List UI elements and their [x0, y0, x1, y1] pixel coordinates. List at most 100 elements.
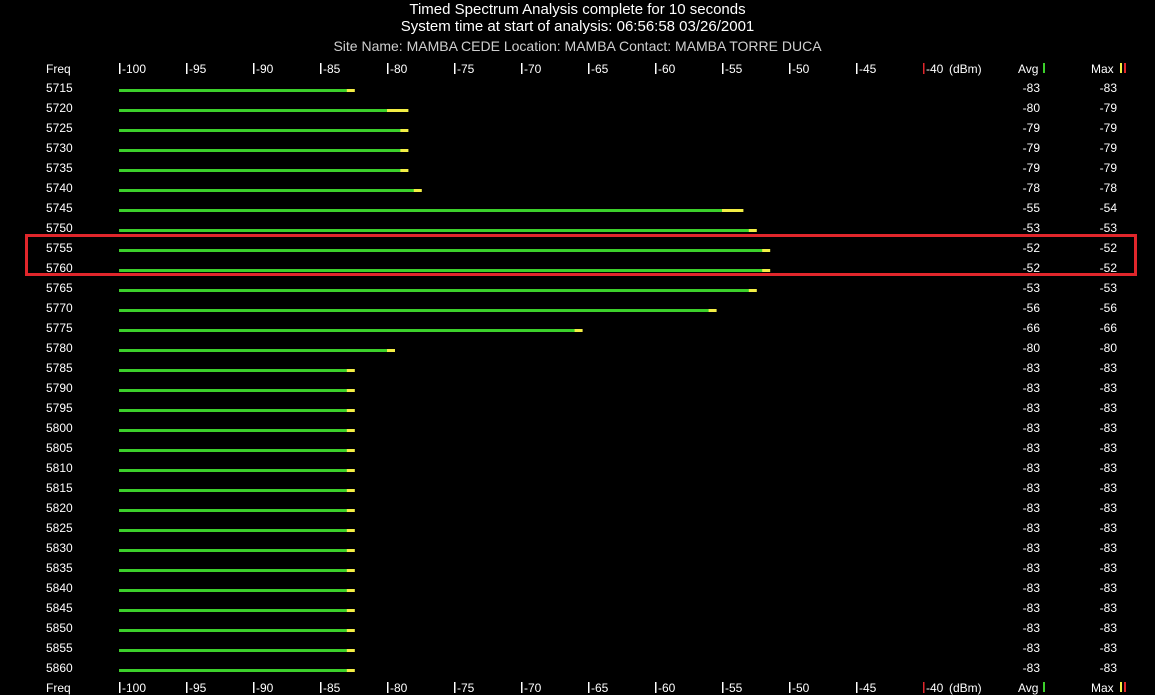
- avg-value-5780: -80: [1023, 341, 1041, 355]
- tick-label-bottom--60: -60: [658, 681, 676, 695]
- tick-mark-bottom--85: [320, 682, 322, 693]
- max-value-5830: -83: [1100, 541, 1118, 555]
- tick-mark-top--60: [655, 63, 657, 74]
- avg-value-5720: -80: [1023, 101, 1041, 115]
- avg-bar-5755: [119, 249, 763, 252]
- avg-value-5715: -83: [1023, 81, 1041, 95]
- avg-bar-5760: [119, 269, 763, 272]
- avg-bar-5720: [119, 109, 387, 112]
- avg-bar-5805: [119, 449, 347, 452]
- freq-label-5735: 5735: [46, 161, 73, 175]
- avg-value-5815: -83: [1023, 481, 1041, 495]
- avg-value-5860: -83: [1023, 661, 1041, 675]
- avg-bar-5845: [119, 609, 347, 612]
- freq-label-5800: 5800: [46, 421, 73, 435]
- tick-mark-top--90: [253, 63, 255, 74]
- tick-mark-top--95: [186, 63, 188, 74]
- avg-value-5850: -83: [1023, 621, 1041, 635]
- tick-mark-bottom--50: [789, 682, 791, 693]
- freq-label-5740: 5740: [46, 181, 73, 195]
- tick-label-top--45: -45: [859, 62, 877, 76]
- freq-label-5780: 5780: [46, 341, 73, 355]
- tick-mark-bottom--95: [186, 682, 188, 693]
- tick-label-bottom--55: -55: [725, 681, 743, 695]
- tick-mark-top--65: [588, 63, 590, 74]
- freq-label-5770: 5770: [46, 301, 73, 315]
- max-value-5790: -83: [1100, 381, 1118, 395]
- freq-column-header-bottom: Freq: [46, 681, 71, 695]
- freq-label-5765: 5765: [46, 281, 73, 295]
- tick-mark-top--40: [923, 63, 925, 74]
- tick-label-top--85: -85: [323, 62, 341, 76]
- tick-mark-top--85: [320, 63, 322, 74]
- freq-column-header-top: Freq: [46, 62, 71, 76]
- tick-mark-top--80: [387, 63, 389, 74]
- max-value-5810: -83: [1100, 461, 1118, 475]
- max-value-5800: -83: [1100, 421, 1118, 435]
- tick-label-bottom--50: -50: [792, 681, 810, 695]
- tick-label-bottom--75: -75: [457, 681, 475, 695]
- tick-label-top--100: -100: [122, 62, 146, 76]
- max-value-5750: -53: [1100, 221, 1118, 235]
- avg-value-5840: -83: [1023, 581, 1041, 595]
- avg-column-header-top: Avg: [1018, 62, 1038, 76]
- tick-mark-top--100: [119, 63, 121, 74]
- avg-value-5730: -79: [1023, 141, 1041, 155]
- avg-bar-5745: [119, 209, 722, 212]
- max-value-5825: -83: [1100, 521, 1118, 535]
- freq-label-5850: 5850: [46, 621, 73, 635]
- max-column-header-top: Max: [1091, 62, 1114, 76]
- max-value-5745: -54: [1100, 201, 1118, 215]
- avg-bar-5835: [119, 569, 347, 572]
- freq-label-5750: 5750: [46, 221, 73, 235]
- avg-value-5820: -83: [1023, 501, 1041, 515]
- tick-mark-bottom--80: [387, 682, 389, 693]
- max-value-5820: -83: [1100, 501, 1118, 515]
- avg-value-5795: -83: [1023, 401, 1041, 415]
- freq-label-5790: 5790: [46, 381, 73, 395]
- avg-value-5735: -79: [1023, 161, 1041, 175]
- max-value-5795: -83: [1100, 401, 1118, 415]
- freq-label-5860: 5860: [46, 661, 73, 675]
- freq-label-5830: 5830: [46, 541, 73, 555]
- max-value-5715: -83: [1100, 81, 1118, 95]
- site-info-line: Site Name: MAMBA CEDE Location: MAMBA Co…: [333, 38, 822, 52]
- avg-bar-5850: [119, 629, 347, 632]
- max-value-5780: -80: [1100, 341, 1118, 355]
- freq-label-5805: 5805: [46, 441, 73, 455]
- max-value-5730: -79: [1100, 141, 1118, 155]
- avg-bar-5790: [119, 389, 347, 392]
- avg-value-5770: -56: [1023, 301, 1041, 315]
- avg-legend-marker-bottom: [1043, 682, 1045, 692]
- freq-label-5720: 5720: [46, 101, 73, 115]
- tick-label-top--65: -65: [591, 62, 609, 76]
- avg-bar-5735: [119, 169, 401, 172]
- tick-label-top--95: -95: [189, 62, 207, 76]
- avg-value-5740: -78: [1023, 181, 1041, 195]
- freq-label-5815: 5815: [46, 481, 73, 495]
- max-value-5725: -79: [1100, 121, 1118, 135]
- avg-value-5825: -83: [1023, 521, 1041, 535]
- avg-value-5805: -83: [1023, 441, 1041, 455]
- tick-label-top--70: -70: [524, 62, 542, 76]
- tick-label-bottom--90: -90: [256, 681, 274, 695]
- tick-mark-bottom--75: [454, 682, 456, 693]
- max-legend-marker-yellow-top: [1120, 63, 1122, 73]
- tick-label-top--40: -40: [926, 62, 944, 76]
- freq-label-5840: 5840: [46, 581, 73, 595]
- max-value-5845: -83: [1100, 601, 1118, 615]
- tick-label-bottom--80: -80: [390, 681, 408, 695]
- freq-label-5835: 5835: [46, 561, 73, 575]
- tick-mark-bottom--65: [588, 682, 590, 693]
- avg-value-5785: -83: [1023, 361, 1041, 375]
- tick-mark-bottom--60: [655, 682, 657, 693]
- avg-value-5835: -83: [1023, 561, 1041, 575]
- tick-mark-bottom--45: [856, 682, 858, 693]
- tick-mark-top--75: [454, 63, 456, 74]
- freq-label-5855: 5855: [46, 641, 73, 655]
- report-header: Timed Spectrum Analysis complete for 10 …: [0, 0, 1155, 52]
- avg-value-5765: -53: [1023, 281, 1041, 295]
- max-value-5855: -83: [1100, 641, 1118, 655]
- avg-value-5790: -83: [1023, 381, 1041, 395]
